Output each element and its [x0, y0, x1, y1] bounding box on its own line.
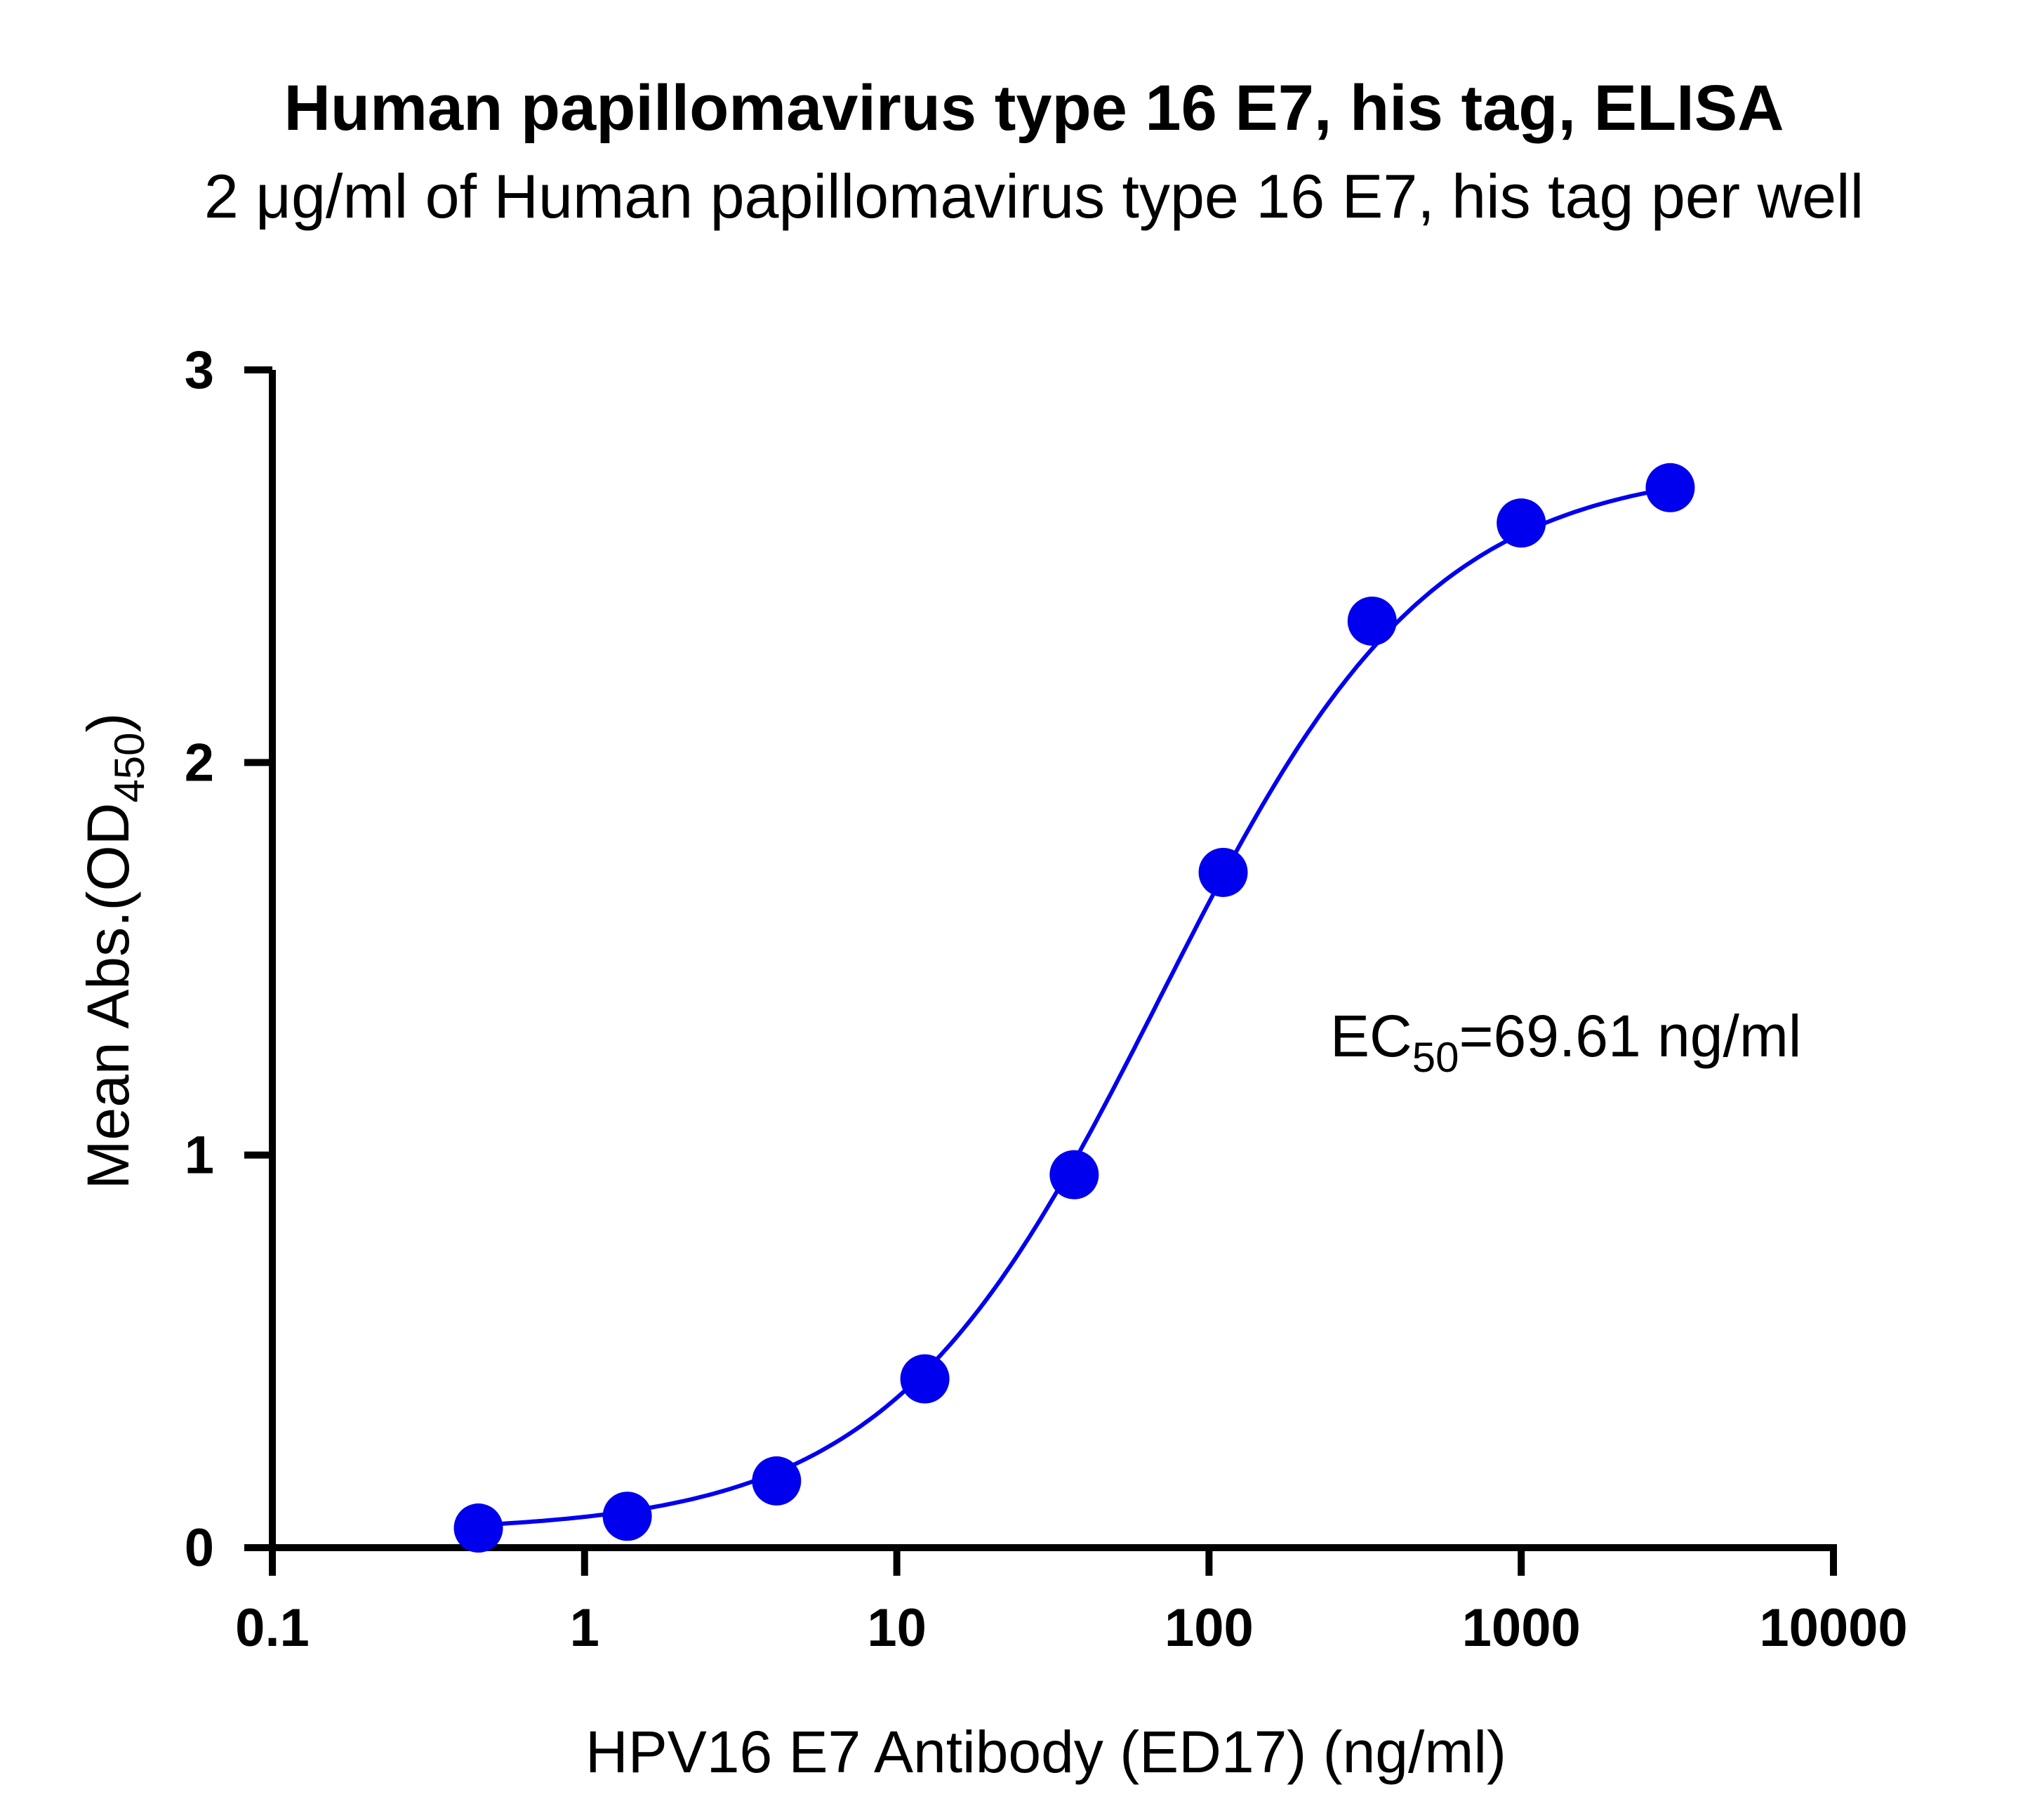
y-axis-label-sub: 450	[106, 732, 153, 802]
data-point	[453, 1503, 503, 1553]
x-axis-ticks: 0.1 1 10 100 1000 10000	[235, 1548, 1908, 1658]
data-point	[1198, 847, 1248, 897]
x-tick-label: 1	[570, 1598, 599, 1658]
y-tick-label: 3	[185, 340, 214, 400]
data-point	[602, 1492, 652, 1541]
ec50-value: =69.61 ng/ml	[1459, 1003, 1801, 1069]
y-axis-label: Mean Abs.(OD450)	[75, 713, 153, 1190]
data-point	[900, 1354, 950, 1404]
y-axis-label-close: )	[75, 713, 141, 733]
axes	[269, 370, 1837, 1551]
y-axis-label-main: Mean Abs.(OD	[75, 803, 141, 1190]
x-tick-label: 100	[1165, 1598, 1254, 1658]
ec50-subscript: 50	[1412, 1034, 1459, 1081]
x-axis-label: HPV16 E7 Antibody (ED17) (ng/ml)	[585, 1719, 1506, 1785]
y-tick-label: 0	[185, 1518, 214, 1578]
chart-title: Human papillomavirus type 16 E7, his tag…	[284, 72, 1784, 144]
data-point	[1347, 596, 1397, 646]
x-tick-label: 0.1	[235, 1598, 310, 1658]
data-points	[453, 463, 1695, 1553]
y-axis-ticks: 0 1 2 3	[185, 340, 272, 1578]
data-point	[1497, 498, 1546, 548]
y-tick-label: 1	[185, 1126, 214, 1185]
data-point	[752, 1456, 802, 1506]
data-point	[1049, 1150, 1099, 1200]
ec50-prefix: EC	[1330, 1003, 1412, 1069]
x-tick-label: 1000	[1462, 1598, 1581, 1658]
x-tick-label: 10	[867, 1598, 927, 1658]
y-tick-label: 2	[185, 733, 214, 792]
data-point	[1645, 463, 1695, 512]
chart-subtitle: 2 μg/ml of Human papillomavirus type 16 …	[204, 161, 1864, 231]
ec50-annotation: EC50=69.61 ng/ml	[1330, 1003, 1801, 1081]
x-tick-label: 10000	[1759, 1598, 1907, 1658]
